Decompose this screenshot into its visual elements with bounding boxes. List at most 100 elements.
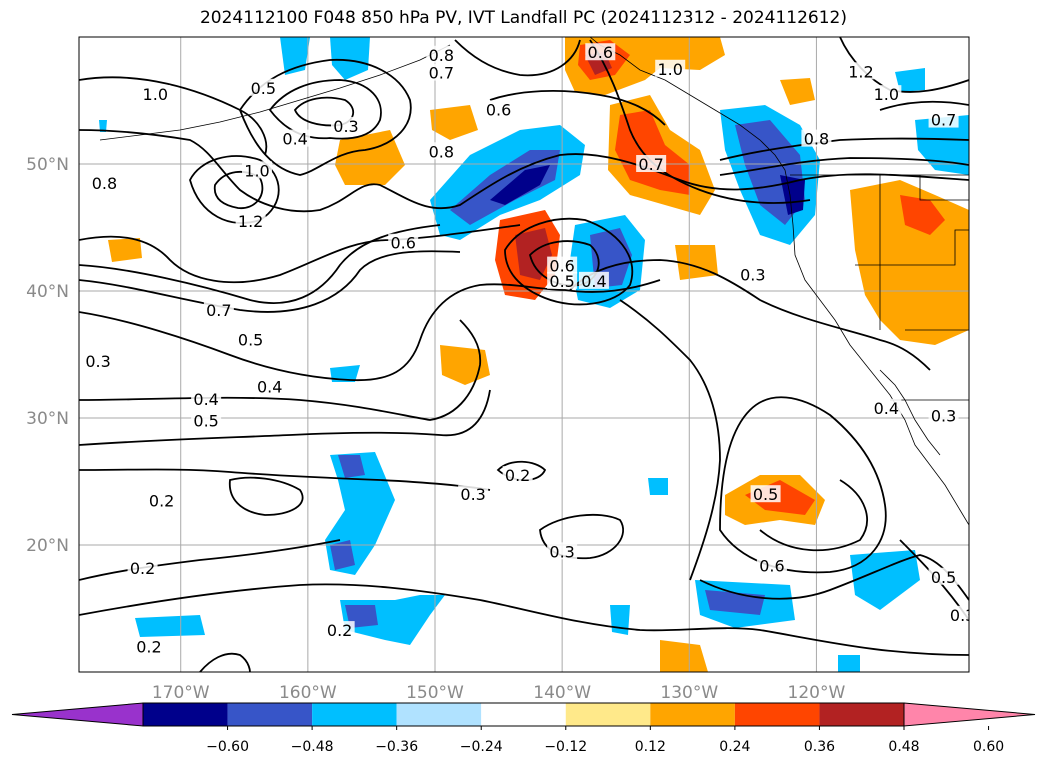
coastline-aleutians	[99, 44, 451, 141]
colorbar-swatch	[650, 703, 735, 726]
contour-label-bg	[655, 59, 686, 77]
fill-cyan-se	[850, 550, 920, 610]
contour-label: 0.7	[638, 155, 663, 174]
contour-label-bg	[140, 85, 171, 103]
colorbar-tick-label: −0.48	[291, 739, 334, 755]
fill-cyan-small4	[648, 478, 668, 495]
contour-10	[79, 539, 341, 581]
contour-17	[229, 476, 304, 516]
contour-11	[569, 259, 931, 371]
contour-label: 1.0	[143, 85, 168, 104]
contour-label-bg	[191, 411, 222, 429]
contour-label-bg	[89, 174, 120, 192]
map-frame	[78, 36, 970, 673]
contour-label-bg	[133, 637, 164, 655]
contour-label-bg	[636, 155, 667, 172]
contour-label: 1.0	[657, 60, 682, 79]
colorbar-swatch	[819, 703, 904, 726]
colorbar-tick-label: −0.36	[375, 739, 418, 755]
contour-1	[79, 76, 268, 156]
lon-tick-label: 160°W	[279, 683, 337, 703]
lon-tick-label: 130°W	[660, 683, 718, 703]
fill-cyan-small3	[330, 365, 360, 382]
fill-darknavy-center	[490, 165, 550, 205]
fill-darknavy-coast	[780, 175, 805, 215]
contour-label: 1.0	[874, 85, 899, 104]
state-line-2	[855, 229, 969, 266]
contour-label: 0.4	[581, 272, 606, 291]
contour-label-bg	[146, 491, 177, 509]
contour-2	[79, 129, 969, 213]
fill-cyan-small5	[99, 120, 107, 132]
fill-red-gulf	[615, 110, 690, 195]
contour-label-bg	[483, 100, 514, 118]
map-plot-area: 1.0 0.50.40.31.01.20.80.60.70.50.30.40.40…	[79, 37, 969, 672]
colorbar-tick-label: 0.12	[635, 739, 666, 755]
contour-label-bg	[928, 406, 959, 424]
lon-tick-label: 120°W	[788, 683, 846, 703]
colorbar-swatch	[396, 703, 482, 726]
coastline-north-america	[589, 37, 969, 526]
contour-label-bg	[547, 271, 578, 289]
contour-label-bg	[928, 110, 959, 128]
colorbar-swatch	[143, 703, 228, 726]
contour-label: 0.2	[505, 466, 530, 485]
contour-label-bg	[756, 556, 787, 574]
contour-label-bg	[426, 63, 457, 81]
colorbar-swatch	[481, 703, 566, 726]
contour-label: 0.6	[759, 556, 784, 575]
colorbar-extend-min	[11, 702, 144, 727]
contour-label: 0.3	[549, 542, 574, 561]
contour-label-bg	[928, 567, 959, 585]
colorbar-swatch	[227, 703, 313, 726]
contour-label: 1.2	[238, 212, 263, 231]
contour-label: 0.7	[429, 64, 454, 83]
contour-label-bg	[947, 605, 969, 623]
contour-label-bg	[458, 485, 489, 503]
contour-label-bg	[83, 351, 114, 369]
contour-label: 0.3	[931, 406, 956, 425]
contour-label: 0.8	[429, 142, 454, 161]
contour-label: 0.7	[206, 301, 231, 320]
fill-cyan-small2	[838, 655, 860, 672]
contour-9	[79, 468, 491, 491]
contour-14	[719, 396, 887, 574]
contour-label-bg	[801, 129, 832, 147]
contour-label: 0.3	[740, 265, 765, 284]
colorbar-tick-label: −0.12	[544, 739, 587, 755]
contour-label-bg	[388, 233, 419, 251]
contour-labels: 1.0 0.50.40.31.01.20.80.60.70.50.30.40.40…	[83, 43, 969, 657]
colorbar-tick-labels: −0.60 −0.48 −0.36 −0.24 −0.12 0.12 0.24 0.36 0.4…	[206, 726, 1004, 755]
contour-label-bg	[750, 485, 781, 503]
contour-label-bg	[585, 43, 616, 61]
map-title: 2024112100 F048 850 hPa PV, IVT Landfall…	[199, 8, 847, 28]
contour-label: 0.5	[238, 330, 263, 349]
contour-label: 0.2	[149, 492, 174, 511]
lat-tick-label: 40°N	[26, 282, 69, 302]
contour-21	[529, 240, 600, 287]
colorbar: −0.60 −0.48 −0.36 −0.24 −0.12 0.12 0.24 0.36 0.4…	[11, 702, 1036, 755]
contour-label: 1.2	[848, 62, 873, 81]
fill-orange-west-ne	[335, 130, 405, 185]
colorbar-tick-label: 0.36	[804, 739, 835, 755]
fill-navy-sw1	[338, 455, 365, 478]
fill-orange-west-ne2	[430, 105, 478, 140]
colorbar-tick-label: −0.24	[460, 739, 503, 755]
colorbar-extend-max	[903, 702, 1036, 727]
colorbar-tick-label: −0.60	[206, 739, 249, 755]
contour-label: 0.2	[327, 621, 352, 640]
contour-12	[619, 299, 721, 581]
contour-label: 1.0	[244, 161, 269, 180]
contour-label: 0.5	[931, 568, 956, 587]
coastlines	[99, 37, 969, 526]
lon-tick-label: 150°W	[406, 683, 464, 703]
fill-orange-left	[108, 238, 142, 262]
fill-cyan-ak	[895, 68, 925, 92]
contour-label: 0.4	[874, 399, 899, 418]
fill-darkred-center	[515, 228, 552, 280]
contour-28	[489, 89, 666, 126]
colorbar-swatch	[734, 703, 820, 726]
fill-navy-sw2	[330, 540, 355, 570]
contour-label-bg	[871, 85, 902, 103]
contour-8	[79, 389, 491, 446]
